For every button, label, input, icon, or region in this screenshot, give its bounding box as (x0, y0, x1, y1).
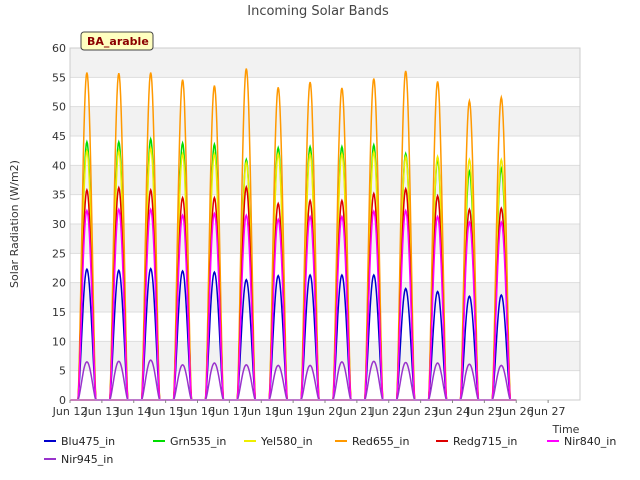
y-tick-label: 50 (52, 101, 66, 114)
y-tick-label: 40 (52, 159, 66, 172)
x-tick-label: Jun 14 (115, 405, 151, 418)
grid-band (70, 341, 580, 371)
x-tick-label: Jun 25 (466, 405, 502, 418)
x-tick-label: Jun 19 (275, 405, 311, 418)
y-tick-label: 45 (52, 130, 66, 143)
legend-label: Yel580_in (260, 435, 313, 448)
y-tick-label: 20 (52, 277, 66, 290)
x-tick-label: Jun 24 (434, 405, 470, 418)
x-tick-label: Jun 21 (339, 405, 375, 418)
x-tick-label: Jun 23 (402, 405, 438, 418)
y-axis-label: Solar Radiation (W/m2) (8, 160, 21, 288)
site-label-background (80, 31, 154, 51)
site-label: BA_arable (87, 35, 149, 48)
legend: Blu475_in Grn535_in Yel580_in Red655_in Redg… (44, 435, 616, 466)
x-axis-label: Time (552, 423, 580, 436)
site-label-box: BA_arable (80, 31, 154, 51)
y-axis-ticks: 0 5 10 15 20 25 30 35 40 45 50 55 60 (52, 42, 66, 407)
y-tick-label: 15 (52, 306, 66, 319)
y-tick-label: 5 (59, 365, 66, 378)
x-tick-label: Jun 12 (52, 405, 88, 418)
x-tick-label: Jun 17 (211, 405, 247, 418)
legend-label: Red655_in (352, 435, 409, 448)
legend-label: Blu475_in (61, 435, 115, 448)
legend-label: Grn535_in (170, 435, 226, 448)
y-tick-label: 35 (52, 189, 66, 202)
x-tick-label: Jun 26 (498, 405, 534, 418)
chart-title: Incoming Solar Bands (247, 4, 389, 19)
grid-band (70, 48, 580, 78)
legend-label: Redg715_in (453, 435, 517, 448)
y-tick-label: 10 (52, 335, 66, 348)
y-tick-label: 60 (52, 42, 66, 55)
grid-band (70, 106, 580, 136)
x-tick-label: Jun 20 (307, 405, 343, 418)
y-tick-label: 30 (52, 218, 66, 231)
legend-label: Nir945_in (61, 453, 113, 466)
x-tick-label: Jun 16 (179, 405, 215, 418)
x-tick-label: Jun 18 (243, 405, 279, 418)
y-tick-label: 25 (52, 247, 66, 260)
x-tick-label: Jun 27 (530, 405, 566, 418)
x-tick-label: Jun 13 (84, 405, 120, 418)
x-tick-label: Jun 15 (147, 405, 183, 418)
legend-label: Nir840_in (564, 435, 616, 448)
x-tick-label: Jun 22 (370, 405, 406, 418)
y-tick-label: 0 (59, 394, 66, 407)
y-tick-label: 55 (52, 71, 66, 84)
